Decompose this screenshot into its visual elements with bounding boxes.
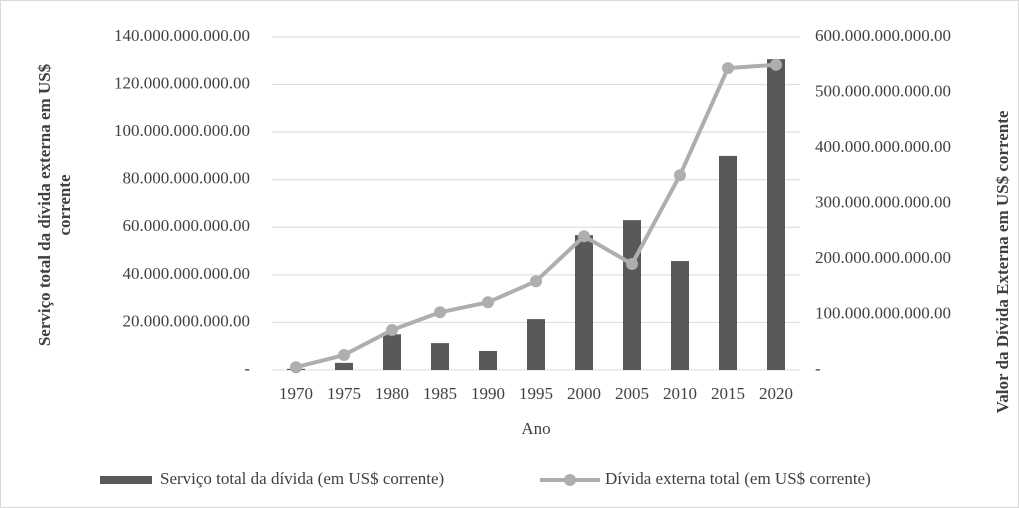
line-marker xyxy=(338,349,350,362)
legend-swatch xyxy=(564,474,576,486)
line-marker xyxy=(386,324,398,337)
line-marker xyxy=(626,257,638,270)
y-tick-label: 100.000.000.000.00 xyxy=(114,121,250,140)
y-tick-label: 140.000.000.000.00 xyxy=(114,26,250,45)
y-tick-label: 80.000.000.000.00 xyxy=(123,169,251,188)
bar xyxy=(527,319,545,370)
line-marker xyxy=(722,62,734,75)
y-tick-label: 60.000.000.000.00 xyxy=(123,216,251,235)
x-tick-label: 1970 xyxy=(279,384,313,403)
x-tick-label: 2010 xyxy=(663,384,697,403)
y2-tick-label: 100.000.000.000.00 xyxy=(815,303,951,322)
x-tick-label: 1995 xyxy=(519,384,553,403)
x-tick-label: 1985 xyxy=(423,384,457,403)
line-marker xyxy=(578,230,590,243)
bar xyxy=(671,261,689,370)
y2-tick-label: 600.000.000.000.00 xyxy=(815,26,951,45)
bar xyxy=(719,155,737,370)
x-tick-label: 2015 xyxy=(711,384,745,403)
bar xyxy=(335,362,353,370)
y-tick-label: 120.000.000.000.00 xyxy=(114,73,250,92)
line-marker xyxy=(434,306,446,319)
bar xyxy=(383,334,401,370)
bar xyxy=(623,220,641,370)
y2-tick-label: 300.000.000.000.00 xyxy=(815,192,951,211)
y2-tick-label: 500.000.000.000.00 xyxy=(815,81,951,100)
y2-tick-label: 400.000.000.000.00 xyxy=(815,137,951,156)
bar xyxy=(479,350,497,370)
bar xyxy=(767,59,785,370)
bar xyxy=(431,343,449,370)
y-axis-label: corrente xyxy=(55,174,74,235)
line-marker xyxy=(482,296,494,309)
legend-label: Dívida externa total (em US$ corrente) xyxy=(605,469,871,488)
x-tick-label: 1990 xyxy=(471,384,505,403)
y2-axis-label: Valor da Dívida Externa em US$ corrente xyxy=(993,110,1012,413)
line-marker xyxy=(530,275,542,288)
y2-tick-label: 200.000.000.000.00 xyxy=(815,248,951,267)
y-tick-label: 20.000.000.000.00 xyxy=(123,311,251,330)
bar xyxy=(575,235,593,370)
y-tick-label: - xyxy=(244,359,250,378)
x-axis-label: Ano xyxy=(521,419,550,438)
y-tick-label: 40.000.000.000.00 xyxy=(123,264,251,283)
x-tick-label: 2005 xyxy=(615,384,649,403)
legend-label: Serviço total da dívida (em US$ corrente… xyxy=(160,469,444,488)
legend-swatch xyxy=(100,476,152,484)
x-tick-label: 2020 xyxy=(759,384,793,403)
x-tick-label: 1980 xyxy=(375,384,409,403)
line-marker xyxy=(290,361,302,374)
y-axis-label: Serviço total da dívida externa em US$ xyxy=(35,63,54,346)
x-tick-label: 1975 xyxy=(327,384,361,403)
y2-tick-label: - xyxy=(815,359,821,378)
line-marker xyxy=(770,58,782,71)
line-marker xyxy=(674,169,686,182)
x-tick-label: 2000 xyxy=(567,384,601,403)
